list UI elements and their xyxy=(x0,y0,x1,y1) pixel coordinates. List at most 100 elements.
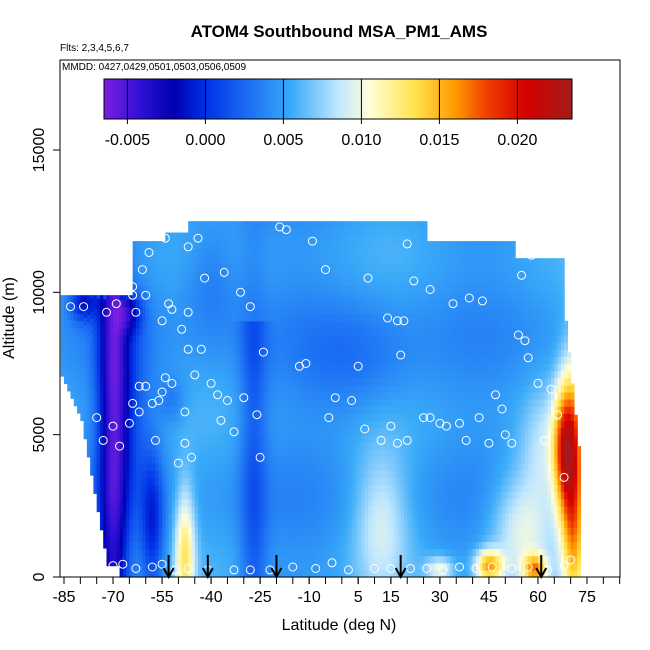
field-cell xyxy=(230,256,235,265)
field-cell xyxy=(371,249,376,258)
field-cell xyxy=(283,413,287,422)
field-cell xyxy=(371,377,376,386)
field-cell xyxy=(266,356,271,365)
field-cell xyxy=(394,349,399,357)
field-cell xyxy=(60,340,65,349)
field-cell xyxy=(364,356,369,365)
field-cell xyxy=(184,520,189,528)
field-cell xyxy=(364,313,369,322)
field-cell xyxy=(296,505,300,514)
field-cell xyxy=(139,477,144,486)
field-cell xyxy=(158,491,163,500)
field-cell xyxy=(286,470,291,478)
field-cell xyxy=(152,456,157,464)
field-cell xyxy=(289,512,294,521)
field-cell xyxy=(371,327,376,336)
field-cell xyxy=(322,541,327,550)
field-cell xyxy=(256,470,261,478)
field-cell xyxy=(260,413,264,422)
field-cell xyxy=(371,370,376,379)
field-cell xyxy=(312,463,317,471)
field-cell xyxy=(397,498,402,507)
field-cell xyxy=(90,346,95,355)
field-cell xyxy=(417,477,421,486)
field-cell xyxy=(250,463,255,471)
field-cell xyxy=(374,505,379,514)
field-cell xyxy=(299,491,304,500)
field-cell xyxy=(260,399,264,407)
field-cell xyxy=(198,434,202,443)
field-cell xyxy=(64,340,68,349)
field-cell xyxy=(155,242,160,251)
field-cell xyxy=(175,456,180,464)
field-cell xyxy=(407,548,412,557)
field-cell xyxy=(364,456,369,464)
field-cell xyxy=(394,541,399,550)
field-cell xyxy=(96,454,101,463)
field-cell xyxy=(305,548,310,557)
field-cell xyxy=(247,363,251,372)
field-cell xyxy=(243,527,248,535)
field-cell xyxy=(403,263,408,272)
field-cell xyxy=(198,363,202,372)
field-cell xyxy=(158,377,163,386)
field-cell xyxy=(364,420,369,429)
field-cell xyxy=(139,349,144,357)
field-cell xyxy=(394,256,399,265)
field-cell xyxy=(162,270,166,279)
field-cell xyxy=(217,555,222,564)
field-cell xyxy=(390,363,395,372)
field-cell xyxy=(341,263,346,272)
field-cell xyxy=(417,377,421,386)
field-cell xyxy=(374,448,379,457)
field-cell xyxy=(93,329,98,338)
field-cell xyxy=(351,420,356,429)
field-cell xyxy=(318,235,323,244)
field-cell xyxy=(341,306,346,315)
field-cell xyxy=(168,278,173,286)
field-cell xyxy=(220,406,225,414)
field-cell xyxy=(122,569,127,578)
field-cell xyxy=(394,448,399,457)
field-cell xyxy=(260,555,264,564)
field-cell xyxy=(93,415,98,423)
field-cell xyxy=(168,384,173,393)
field-cell xyxy=(273,370,278,379)
field-cell xyxy=(247,548,251,557)
field-cell xyxy=(260,477,264,486)
field-cell xyxy=(292,413,297,422)
field-cell xyxy=(181,569,186,578)
field-cell xyxy=(263,498,268,507)
field-cell xyxy=(220,548,225,557)
field-cell xyxy=(93,301,98,309)
field-cell xyxy=(139,441,144,450)
field-cell xyxy=(119,342,124,350)
field-cell xyxy=(155,292,160,301)
field-cell xyxy=(397,235,402,244)
field-cell xyxy=(413,448,418,457)
field-cell xyxy=(191,221,196,229)
field-cell xyxy=(194,384,199,393)
field-cell xyxy=(171,377,176,386)
field-cell xyxy=(224,399,229,407)
field-cell xyxy=(191,335,196,343)
field-cell xyxy=(184,232,189,236)
field-cell xyxy=(413,327,418,336)
field-cell xyxy=(361,391,366,400)
field-cell xyxy=(289,377,294,386)
field-cell xyxy=(237,441,242,450)
field-cell xyxy=(103,334,108,343)
field-cell xyxy=(302,228,307,236)
field-cell xyxy=(296,327,300,336)
field-cell xyxy=(155,313,160,322)
field-cell xyxy=(142,299,147,308)
field-cell xyxy=(119,498,124,507)
field-cell xyxy=(230,335,235,343)
field-cell xyxy=(413,384,418,393)
field-cell xyxy=(276,484,281,493)
field-cell xyxy=(224,342,229,350)
field-cell xyxy=(230,285,235,293)
field-cell xyxy=(283,285,287,293)
field-cell xyxy=(247,413,251,422)
field-cell xyxy=(384,313,389,322)
